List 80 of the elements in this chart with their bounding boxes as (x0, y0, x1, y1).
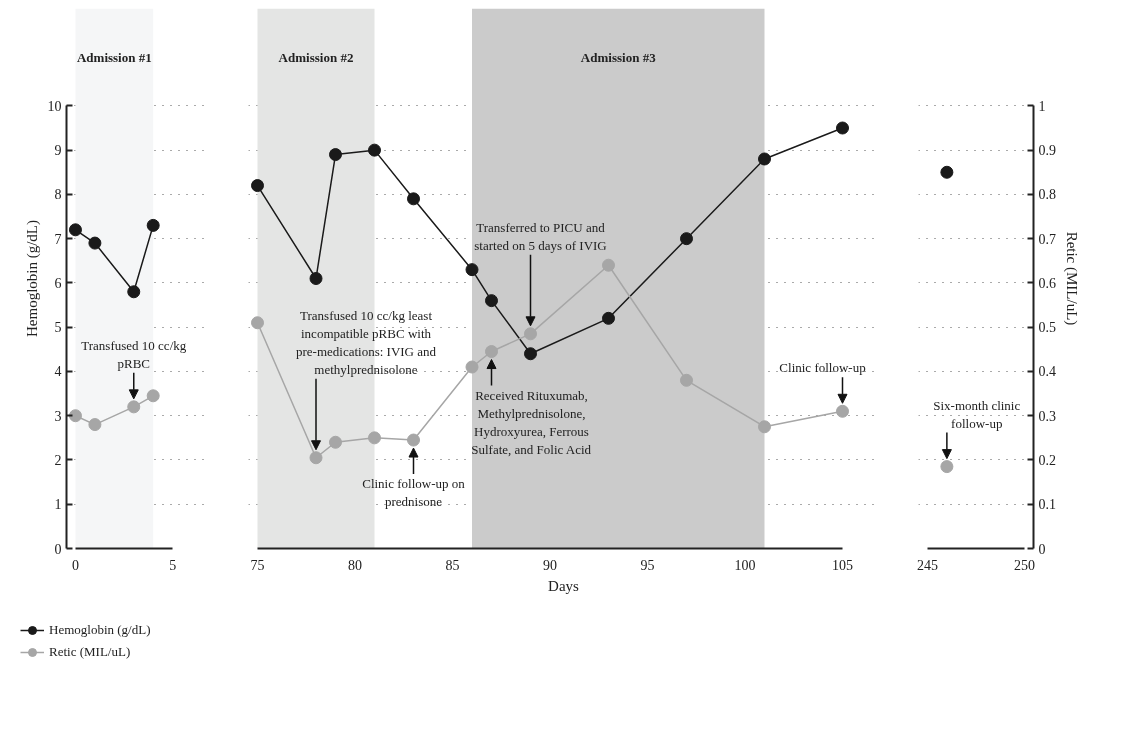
point (329, 435, 342, 449)
annotation: Six-month clinic follow-up (933, 397, 1021, 431)
x-tick-label: 0 (71, 557, 79, 573)
point (485, 345, 498, 359)
point (407, 433, 420, 447)
point (368, 431, 381, 445)
point (127, 285, 141, 299)
point (251, 179, 264, 193)
point (309, 272, 323, 285)
point (146, 389, 160, 403)
band-label: Admission #1 (76, 49, 152, 65)
point (465, 360, 479, 374)
point (127, 400, 141, 414)
y-tick-label: 5 (54, 320, 62, 336)
point (836, 121, 849, 135)
y-tick-label: 8 (54, 187, 62, 203)
point (329, 148, 342, 162)
x-tick-label: 100 (734, 557, 756, 573)
annotation: Transfused 10 cc/kg least incompatible pRBC with pre-medications: IVIG and methylprednisolone (295, 307, 437, 377)
y-tick-label: 10 (47, 98, 62, 114)
y2-tick-label: 0.5 (1038, 320, 1056, 336)
y2-axis-title: Retic (MIL/uL) (1063, 231, 1080, 326)
x-tick-label: 80 (348, 557, 362, 573)
x-tick-label: 5 (169, 557, 177, 573)
x-axis-title: Days (548, 577, 580, 594)
x-tick-label: 75 (250, 557, 265, 573)
band-label: Admission #3 (580, 49, 657, 65)
point (602, 311, 615, 325)
x-tick-label: 85 (445, 557, 460, 573)
y2-tick-label: 0.3 (1038, 408, 1056, 424)
annotation: Clinic follow-up on prednisone (362, 476, 466, 510)
point (524, 347, 537, 361)
y-tick-label: 4 (54, 364, 62, 380)
legend-label: Retic (MIL/uL) (49, 644, 131, 660)
y-tick-label: 6 (54, 275, 62, 291)
point (251, 316, 264, 330)
annotation: Transferred to PICU and started on 5 days of IVIG (474, 219, 607, 253)
point (524, 327, 537, 341)
point (68, 409, 82, 423)
point (368, 143, 381, 157)
annotation: Transfused 10 cc/kg pRBC (81, 337, 187, 371)
x-tick-label: 250 (1014, 557, 1036, 573)
y-tick-label: 1 (54, 497, 62, 513)
y2-tick-label: 0.9 (1038, 143, 1056, 159)
y-tick-label: 9 (54, 143, 62, 159)
y2-tick-label: 1 (1038, 98, 1046, 114)
x-tick-label: 105 (832, 557, 853, 573)
y2-tick-label: 0.8 (1038, 187, 1056, 203)
point (680, 373, 693, 387)
x-tick-label: 245 (916, 557, 938, 573)
point (836, 404, 849, 418)
point (680, 232, 693, 246)
point (68, 223, 82, 237)
x-tick-label: 95 (640, 557, 655, 573)
annotation: Received Rituxumab, Methylprednisolone, Hydroxyurea, Ferrous Sulfate, and Folic Acid (471, 387, 592, 457)
y2-tick-label: 0.4 (1038, 364, 1056, 380)
y-tick-label: 7 (54, 231, 62, 247)
y-tick-label: 2 (54, 452, 62, 468)
band-label: Admission #2 (278, 49, 354, 65)
point (407, 192, 420, 206)
y-tick-label: 3 (54, 408, 62, 424)
point (88, 418, 102, 432)
point (485, 294, 498, 308)
annotation: Clinic follow-up (779, 360, 866, 376)
y2-tick-label: 0 (1038, 541, 1046, 557)
point (146, 218, 160, 232)
point (309, 451, 323, 465)
legend-label: Hemoglobin (g/dL) (49, 622, 151, 638)
y2-tick-label: 0.2 (1038, 452, 1056, 468)
point (758, 420, 771, 434)
point (758, 152, 771, 166)
point (88, 236, 102, 250)
y2-tick-label: 0.6 (1038, 275, 1056, 291)
y-axis-title: Hemoglobin (g/dL) (23, 219, 41, 338)
point (465, 263, 479, 277)
y-tick-label: 0 (54, 541, 62, 557)
point (602, 258, 615, 272)
y2-tick-label: 0.7 (1038, 231, 1056, 247)
x-tick-label: 90 (543, 557, 557, 573)
y2-tick-label: 0.1 (1038, 497, 1056, 513)
